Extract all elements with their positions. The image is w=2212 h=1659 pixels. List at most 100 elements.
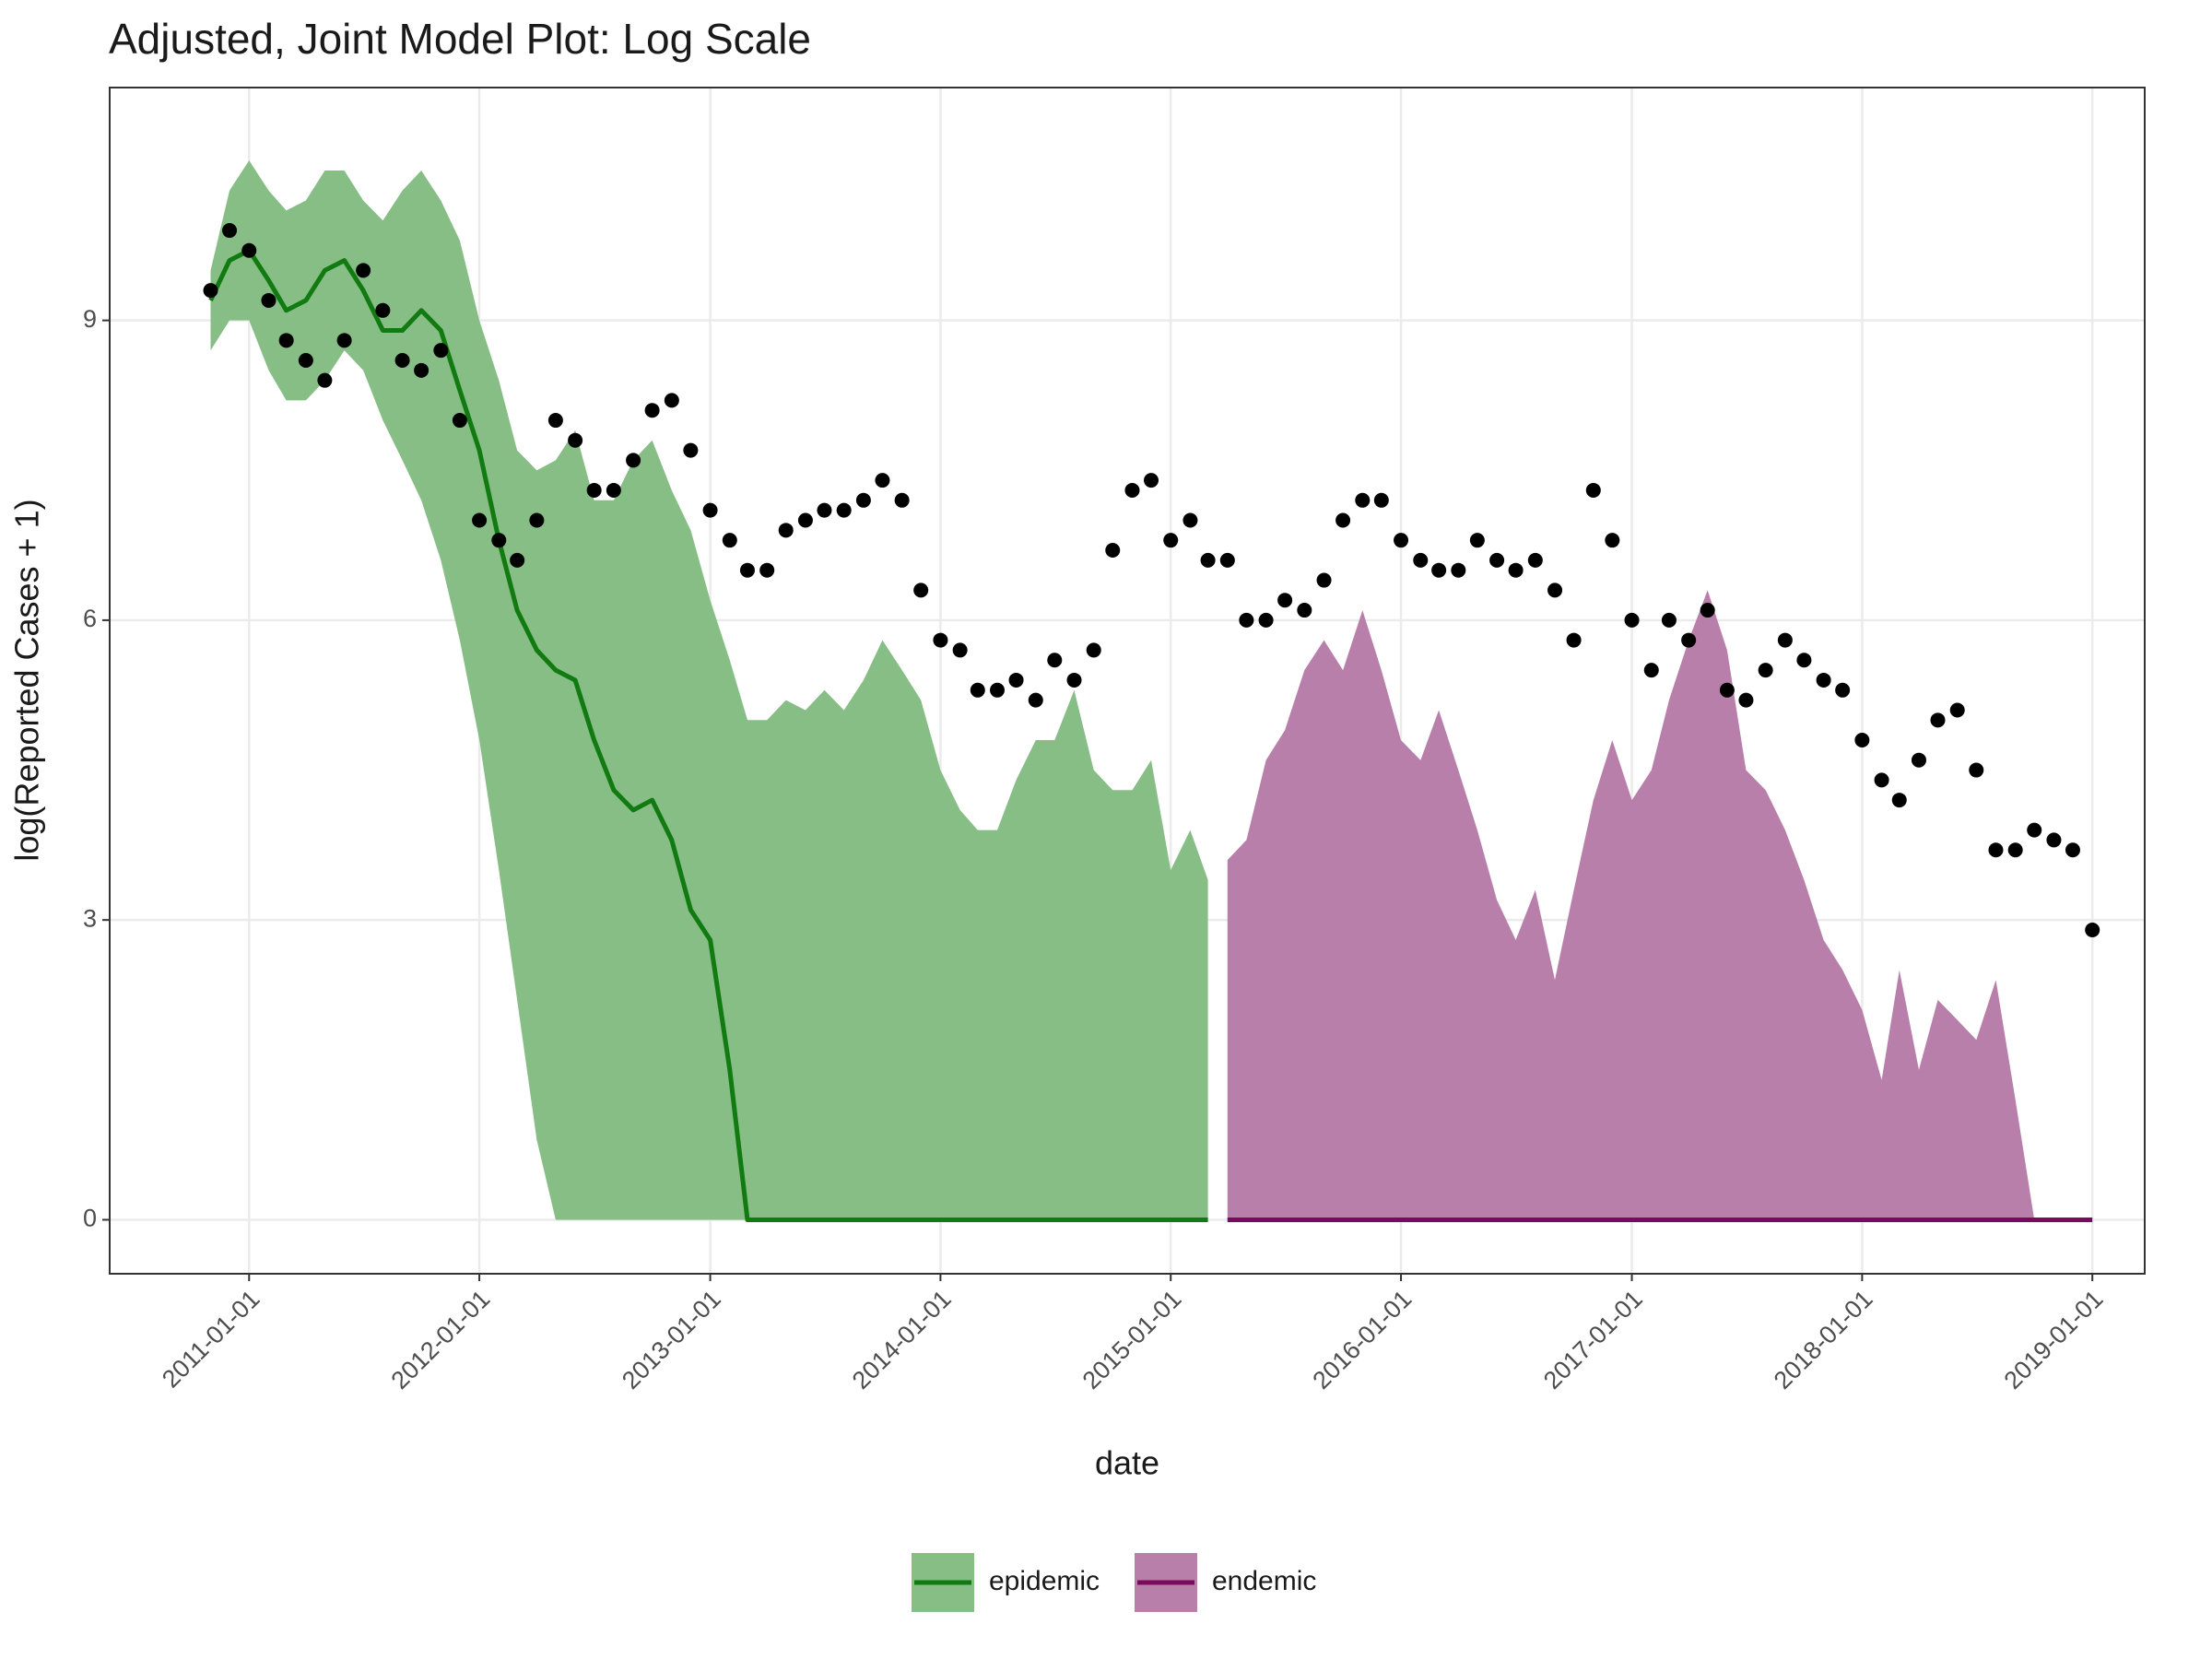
observed-point: [894, 492, 910, 508]
observed-point: [875, 473, 890, 488]
x-tick-label: 2013-01-01: [617, 1285, 726, 1394]
observed-point: [855, 492, 871, 508]
chart-title: Adjusted, Joint Model Plot: Log Scale: [109, 15, 811, 63]
observed-point: [1891, 793, 1907, 808]
observed-point: [1835, 682, 1851, 698]
x-tick-label: 2015-01-01: [1077, 1285, 1187, 1394]
observed-point: [1796, 653, 1812, 668]
observed-point: [1394, 533, 1409, 548]
observed-point: [1431, 562, 1447, 578]
observed-point: [1239, 612, 1254, 628]
observed-point: [1738, 692, 1754, 708]
observed-point: [1758, 663, 1773, 678]
x-tick-label: 2014-01-01: [847, 1285, 957, 1394]
observed-point: [683, 442, 699, 458]
observed-point: [2007, 842, 2023, 858]
observed-point: [336, 333, 352, 348]
observed-point: [568, 432, 583, 448]
observed-point: [1373, 492, 1389, 508]
observed-point: [1335, 512, 1351, 528]
y-tick-label: 9: [83, 305, 97, 333]
observed-point: [1297, 603, 1312, 618]
x-tick-label: 2018-01-01: [1769, 1285, 1878, 1394]
observed-point: [1469, 533, 1485, 548]
observed-point: [2065, 842, 2080, 858]
observed-point: [739, 562, 755, 578]
observed-point: [1066, 672, 1082, 688]
observed-point: [452, 413, 467, 429]
panel-border: [109, 87, 2146, 1275]
observed-point: [414, 362, 429, 378]
observed-point: [261, 292, 276, 308]
observed-point: [778, 523, 794, 538]
observed-point: [222, 223, 238, 239]
y-axis-title: log(Reported Cases + 1): [8, 499, 46, 861]
observed-point: [1661, 612, 1677, 628]
observed-point: [1854, 733, 1870, 748]
observed-point: [970, 682, 985, 698]
observed-point: [797, 512, 813, 528]
x-tick-label: 2011-01-01: [157, 1285, 265, 1393]
observed-point: [394, 352, 410, 368]
observed-point: [626, 453, 641, 468]
observed-point: [664, 393, 679, 408]
line: [208, 248, 1208, 1222]
observed-point: [472, 512, 488, 528]
observed-point: [510, 552, 525, 568]
observed-point: [1489, 552, 1505, 568]
y-tick-label: 6: [83, 605, 97, 632]
observed-point: [1086, 642, 1101, 658]
observed-point: [1163, 533, 1179, 548]
y-tick-label: 3: [83, 904, 97, 932]
observed-point: [2085, 923, 2100, 938]
observed-point: [203, 283, 218, 299]
observed-point: [1874, 772, 1889, 788]
observed-point: [317, 372, 333, 388]
x-tick-label: 2017-01-01: [1538, 1285, 1648, 1394]
observed-point: [375, 302, 391, 318]
observed-point: [644, 403, 660, 418]
observed-point: [952, 642, 968, 658]
observed-point: [1816, 672, 1831, 688]
observed-point: [1643, 663, 1659, 678]
observed-point: [1605, 533, 1620, 548]
y-tick-label: 0: [83, 1205, 97, 1232]
observed-point: [1700, 603, 1715, 618]
observed-point: [491, 533, 507, 548]
observed-point: [547, 413, 563, 429]
observed-point: [759, 562, 775, 578]
observed-point: [1182, 512, 1198, 528]
observed-point: [722, 533, 737, 548]
observed-point: [1316, 572, 1332, 588]
observed-point: [1355, 492, 1371, 508]
observed-point: [702, 502, 718, 518]
observed-point: [2046, 832, 2062, 848]
observed-point: [1624, 612, 1640, 628]
observed-point: [1719, 682, 1735, 698]
observed-point: [1258, 612, 1274, 628]
observed-point: [2027, 822, 2042, 838]
observed-point: [817, 502, 832, 518]
observed-point: [241, 242, 257, 258]
x-tick-label: 2016-01-01: [1307, 1285, 1417, 1394]
x-tick-label: 2019-01-01: [1999, 1285, 2109, 1394]
x-axis-title: date: [1095, 1444, 1159, 1482]
observed-point: [1008, 672, 1024, 688]
observed-point: [1969, 762, 1984, 778]
observed-point: [1451, 562, 1466, 578]
observed-point: [1988, 842, 2004, 858]
observed-point: [1949, 702, 1965, 718]
observed-point: [1930, 712, 1946, 728]
x-tick-label: 2012-01-01: [385, 1285, 495, 1394]
observed-point: [356, 263, 371, 278]
observed-point: [1911, 752, 1926, 768]
observed-point: [1566, 632, 1582, 648]
observed-point: [1200, 552, 1216, 568]
observed-point: [1681, 632, 1697, 648]
observed-point: [298, 352, 313, 368]
observed-point: [529, 512, 545, 528]
legend-label: epidemic: [989, 1566, 1100, 1596]
observed-point: [933, 632, 948, 648]
observed-point: [990, 682, 1006, 698]
